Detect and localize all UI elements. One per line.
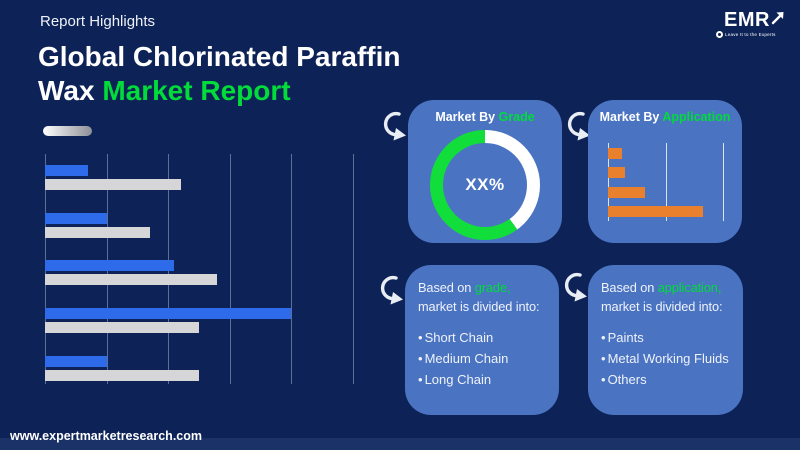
bar-blue bbox=[45, 355, 107, 367]
gridline bbox=[665, 143, 667, 221]
grade-panel-title: Market By Grade bbox=[408, 110, 562, 124]
title-underline-decoration bbox=[43, 126, 92, 136]
emr-logo-wordmark: EMR bbox=[716, 10, 796, 30]
bar-blue bbox=[45, 165, 89, 176]
application-bar bbox=[608, 148, 623, 159]
gridline bbox=[608, 143, 609, 221]
application-items-list: PaintsMetal Working FluidsOthers bbox=[601, 328, 739, 390]
application-list-item: Others bbox=[601, 370, 739, 391]
bar-group bbox=[45, 212, 353, 241]
bar-gray bbox=[45, 369, 199, 381]
bar-gray bbox=[45, 179, 181, 190]
emr-logo[interactable]: EMR Leave It to the Experts bbox=[716, 10, 796, 38]
title-line2-accent: Market Report bbox=[102, 74, 291, 106]
lead-prefix: Based on bbox=[418, 280, 475, 295]
lead-rest: market is divided into: bbox=[601, 298, 723, 314]
gridline bbox=[291, 154, 293, 384]
bar-gray bbox=[45, 322, 199, 334]
cycle-arrow-icon bbox=[567, 111, 590, 141]
bar-blue bbox=[45, 212, 107, 224]
market-by-grade-panel: Market By Grade XX% bbox=[408, 100, 562, 243]
report-highlights-label: Report Highlights bbox=[40, 13, 156, 30]
cycle-arrow-icon bbox=[564, 272, 587, 302]
bar-gray bbox=[45, 274, 218, 286]
donut-center-label: XX% bbox=[465, 175, 505, 194]
application-panel-title: Market By Application bbox=[588, 110, 742, 124]
grade-list-item: Medium Chain bbox=[418, 349, 555, 370]
up-right-arrow-icon bbox=[771, 12, 784, 25]
application-title-prefix: Market By bbox=[599, 110, 663, 124]
grade-items-list: Short ChainMedium ChainLong Chain bbox=[418, 328, 555, 390]
logo-ring-icon bbox=[716, 31, 723, 38]
logo-tagline: Leave It to the Experts bbox=[725, 32, 776, 37]
gridline bbox=[723, 143, 724, 221]
lead-prefix: Based on bbox=[601, 280, 658, 295]
cycle-arrow-icon bbox=[380, 275, 403, 305]
bar-group bbox=[45, 165, 353, 193]
cycle-arrow-icon bbox=[383, 111, 406, 141]
grade-detail-lead: Based on grade, market is divided into: bbox=[418, 279, 555, 316]
bar-group bbox=[45, 260, 353, 288]
grade-list-item: Short Chain bbox=[418, 328, 555, 349]
lead-accent: grade, bbox=[474, 280, 511, 295]
emr-logo-text: EMR bbox=[724, 9, 770, 31]
application-list-item: Metal Working Fluids bbox=[601, 349, 739, 370]
grade-title-prefix: Market By bbox=[435, 110, 499, 124]
gridline bbox=[229, 154, 231, 384]
application-detail-panel: Based on application, market is divided i… bbox=[588, 265, 743, 415]
grade-detail-panel: Based on grade, market is divided into: S… bbox=[405, 265, 559, 415]
footer-url[interactable]: www.expertmarketresearch.com bbox=[10, 429, 202, 443]
bar-blue bbox=[45, 308, 292, 320]
application-bar bbox=[608, 205, 703, 217]
footer-strip bbox=[0, 438, 800, 450]
page-title: Global Chlorinated Paraffin Wax Market Re… bbox=[38, 40, 400, 107]
lead-accent: application, bbox=[657, 280, 722, 295]
market-by-application-panel: Market By Application bbox=[588, 100, 742, 243]
grade-title-accent: Grade bbox=[498, 110, 535, 124]
title-line1: Global Chlorinated Paraffin bbox=[38, 41, 401, 72]
application-bar bbox=[608, 186, 646, 198]
emr-logo-tagline-row: Leave It to the Experts bbox=[716, 31, 796, 38]
grouped-bar-chart bbox=[45, 154, 354, 384]
bar-gray bbox=[45, 226, 150, 238]
application-title-accent: Application bbox=[662, 110, 731, 124]
bar-group bbox=[45, 308, 353, 336]
bar-blue bbox=[45, 260, 175, 272]
gridline bbox=[353, 154, 354, 384]
application-bar-chart bbox=[608, 143, 724, 221]
lead-rest: market is divided into: bbox=[418, 298, 540, 314]
application-detail-lead: Based on application, market is divided i… bbox=[601, 279, 739, 316]
grade-list-item: Long Chain bbox=[418, 370, 555, 391]
bar-group bbox=[45, 355, 353, 384]
donut-hole bbox=[443, 143, 527, 227]
grade-donut-chart: XX% bbox=[430, 130, 540, 240]
title-line2-plain: Wax bbox=[38, 74, 103, 106]
application-list-item: Paints bbox=[601, 328, 739, 349]
application-bar bbox=[608, 167, 626, 179]
